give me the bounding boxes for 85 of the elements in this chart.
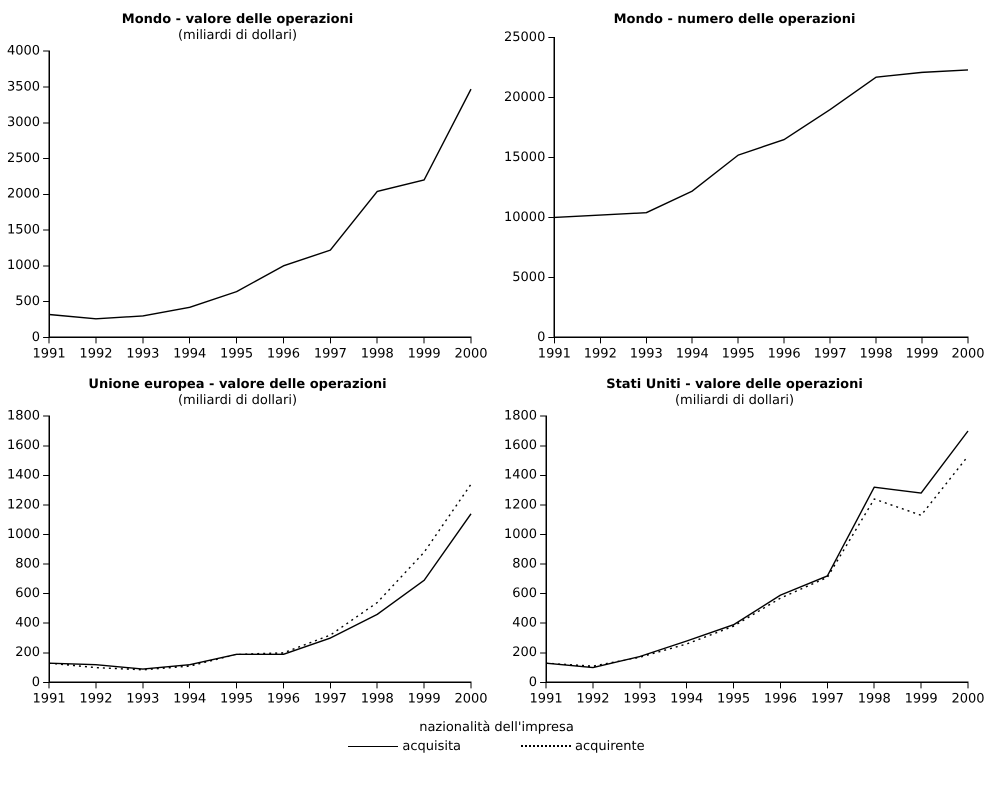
x-tick-label: 1993 <box>126 692 160 707</box>
y-tick-label: 1800 <box>6 408 40 424</box>
x-tick-label: 1995 <box>220 692 254 707</box>
y-tick-label: 400 <box>512 616 538 631</box>
y-tick-label: 1500 <box>6 222 40 238</box>
x-tick-label: 1997 <box>814 346 847 362</box>
y-tick-label: 2500 <box>6 150 40 166</box>
y-tick-label: 200 <box>15 645 40 660</box>
x-tick-label: 1991 <box>538 346 571 362</box>
x-tick-label: 1999 <box>408 346 441 362</box>
x-tick-label: 1992 <box>576 692 610 707</box>
x-tick-label: 1993 <box>630 346 663 362</box>
x-tick-label: 2000 <box>454 692 488 707</box>
y-tick-label: 3500 <box>6 79 40 94</box>
x-tick-label: 1993 <box>126 346 160 362</box>
y-tick-label: 600 <box>512 586 538 602</box>
x-tick-label: 1993 <box>623 692 656 707</box>
x-tick-label: 1994 <box>173 346 206 362</box>
x-tick-label: 2000 <box>454 346 488 362</box>
x-tick-label: 1996 <box>266 346 300 362</box>
y-tick-label: 800 <box>15 556 40 572</box>
y-tick-label: 1400 <box>504 468 538 483</box>
chart-title: Mondo - valore delle operazioni <box>122 12 354 28</box>
y-tick-label: 500 <box>15 294 40 309</box>
y-tick-label: 10000 <box>504 210 546 225</box>
x-tick-label: 1994 <box>173 692 206 707</box>
x-tick-label: 1994 <box>670 692 704 707</box>
y-tick-label: 1000 <box>504 526 538 542</box>
x-tick-label: 1992 <box>79 692 113 707</box>
y-tick-label: 1400 <box>6 468 40 483</box>
x-tick-label: 2000 <box>951 692 985 707</box>
x-tick-label: 1999 <box>904 692 938 707</box>
y-tick-label: 1000 <box>6 526 40 542</box>
x-tick-label: 1992 <box>79 346 113 362</box>
y-tick-label: 0 <box>537 330 546 345</box>
y-tick-label: 1200 <box>6 497 40 512</box>
x-tick-label: 1991 <box>32 346 66 362</box>
x-tick-label: 1991 <box>32 692 66 707</box>
y-tick-label: 600 <box>15 586 40 602</box>
legend-label: acquisita <box>402 739 462 754</box>
y-tick-label: 1200 <box>504 497 538 512</box>
legend-title: nazionalità dell'impresa <box>418 720 575 735</box>
y-tick-label: 1600 <box>6 438 40 454</box>
x-tick-label: 1998 <box>360 692 394 707</box>
y-tick-label: 200 <box>512 645 538 660</box>
legend-label: acquirente <box>575 739 645 754</box>
x-tick-label: 1996 <box>266 692 300 707</box>
x-tick-label: 1998 <box>860 346 893 362</box>
x-tick-label: 1992 <box>584 346 617 362</box>
y-tick-label: 20000 <box>504 90 546 105</box>
y-tick-label: 4000 <box>6 44 40 59</box>
chart-subtitle: (miliardi di dollari) <box>674 392 794 408</box>
chart-title: Mondo - numero delle operazioni <box>614 12 856 28</box>
x-tick-label: 1995 <box>717 692 750 707</box>
chart-subtitle: (miliardi di dollari) <box>178 28 298 43</box>
y-tick-label: 800 <box>512 556 538 572</box>
y-tick-label: 5000 <box>512 270 546 285</box>
y-tick-label: 0 <box>32 330 40 345</box>
chart-title: Stati Uniti - valore delle operazioni <box>606 377 863 392</box>
x-tick-label: 1999 <box>408 692 441 707</box>
y-tick-label: 0 <box>528 674 538 690</box>
x-tick-label: 1994 <box>676 346 709 362</box>
x-tick-label: 1998 <box>360 346 394 362</box>
y-tick-label: 0 <box>32 674 40 690</box>
x-tick-label: 1997 <box>810 692 844 707</box>
x-tick-label: 1995 <box>220 346 254 362</box>
chart-title: Unione europea - valore delle operazioni <box>88 377 387 392</box>
chart-subtitle: (miliardi di dollari) <box>178 392 298 408</box>
y-tick-label: 2000 <box>6 186 40 202</box>
x-tick-label: 2000 <box>951 346 985 362</box>
x-tick-label: 1997 <box>314 346 347 362</box>
y-tick-label: 25000 <box>504 30 546 45</box>
y-tick-label: 1000 <box>6 258 40 274</box>
x-tick-label: 1996 <box>764 692 798 707</box>
y-tick-label: 1600 <box>504 438 538 454</box>
x-tick-label: 1999 <box>905 346 939 362</box>
x-tick-label: 1995 <box>722 346 755 362</box>
y-tick-label: 1800 <box>504 408 538 424</box>
y-tick-label: 15000 <box>504 150 546 165</box>
x-tick-label: 1998 <box>858 692 891 707</box>
x-tick-label: 1991 <box>530 692 563 707</box>
x-tick-label: 1997 <box>314 692 347 707</box>
y-tick-label: 3000 <box>6 115 40 130</box>
y-tick-label: 400 <box>15 616 40 631</box>
x-tick-label: 1996 <box>768 346 801 362</box>
